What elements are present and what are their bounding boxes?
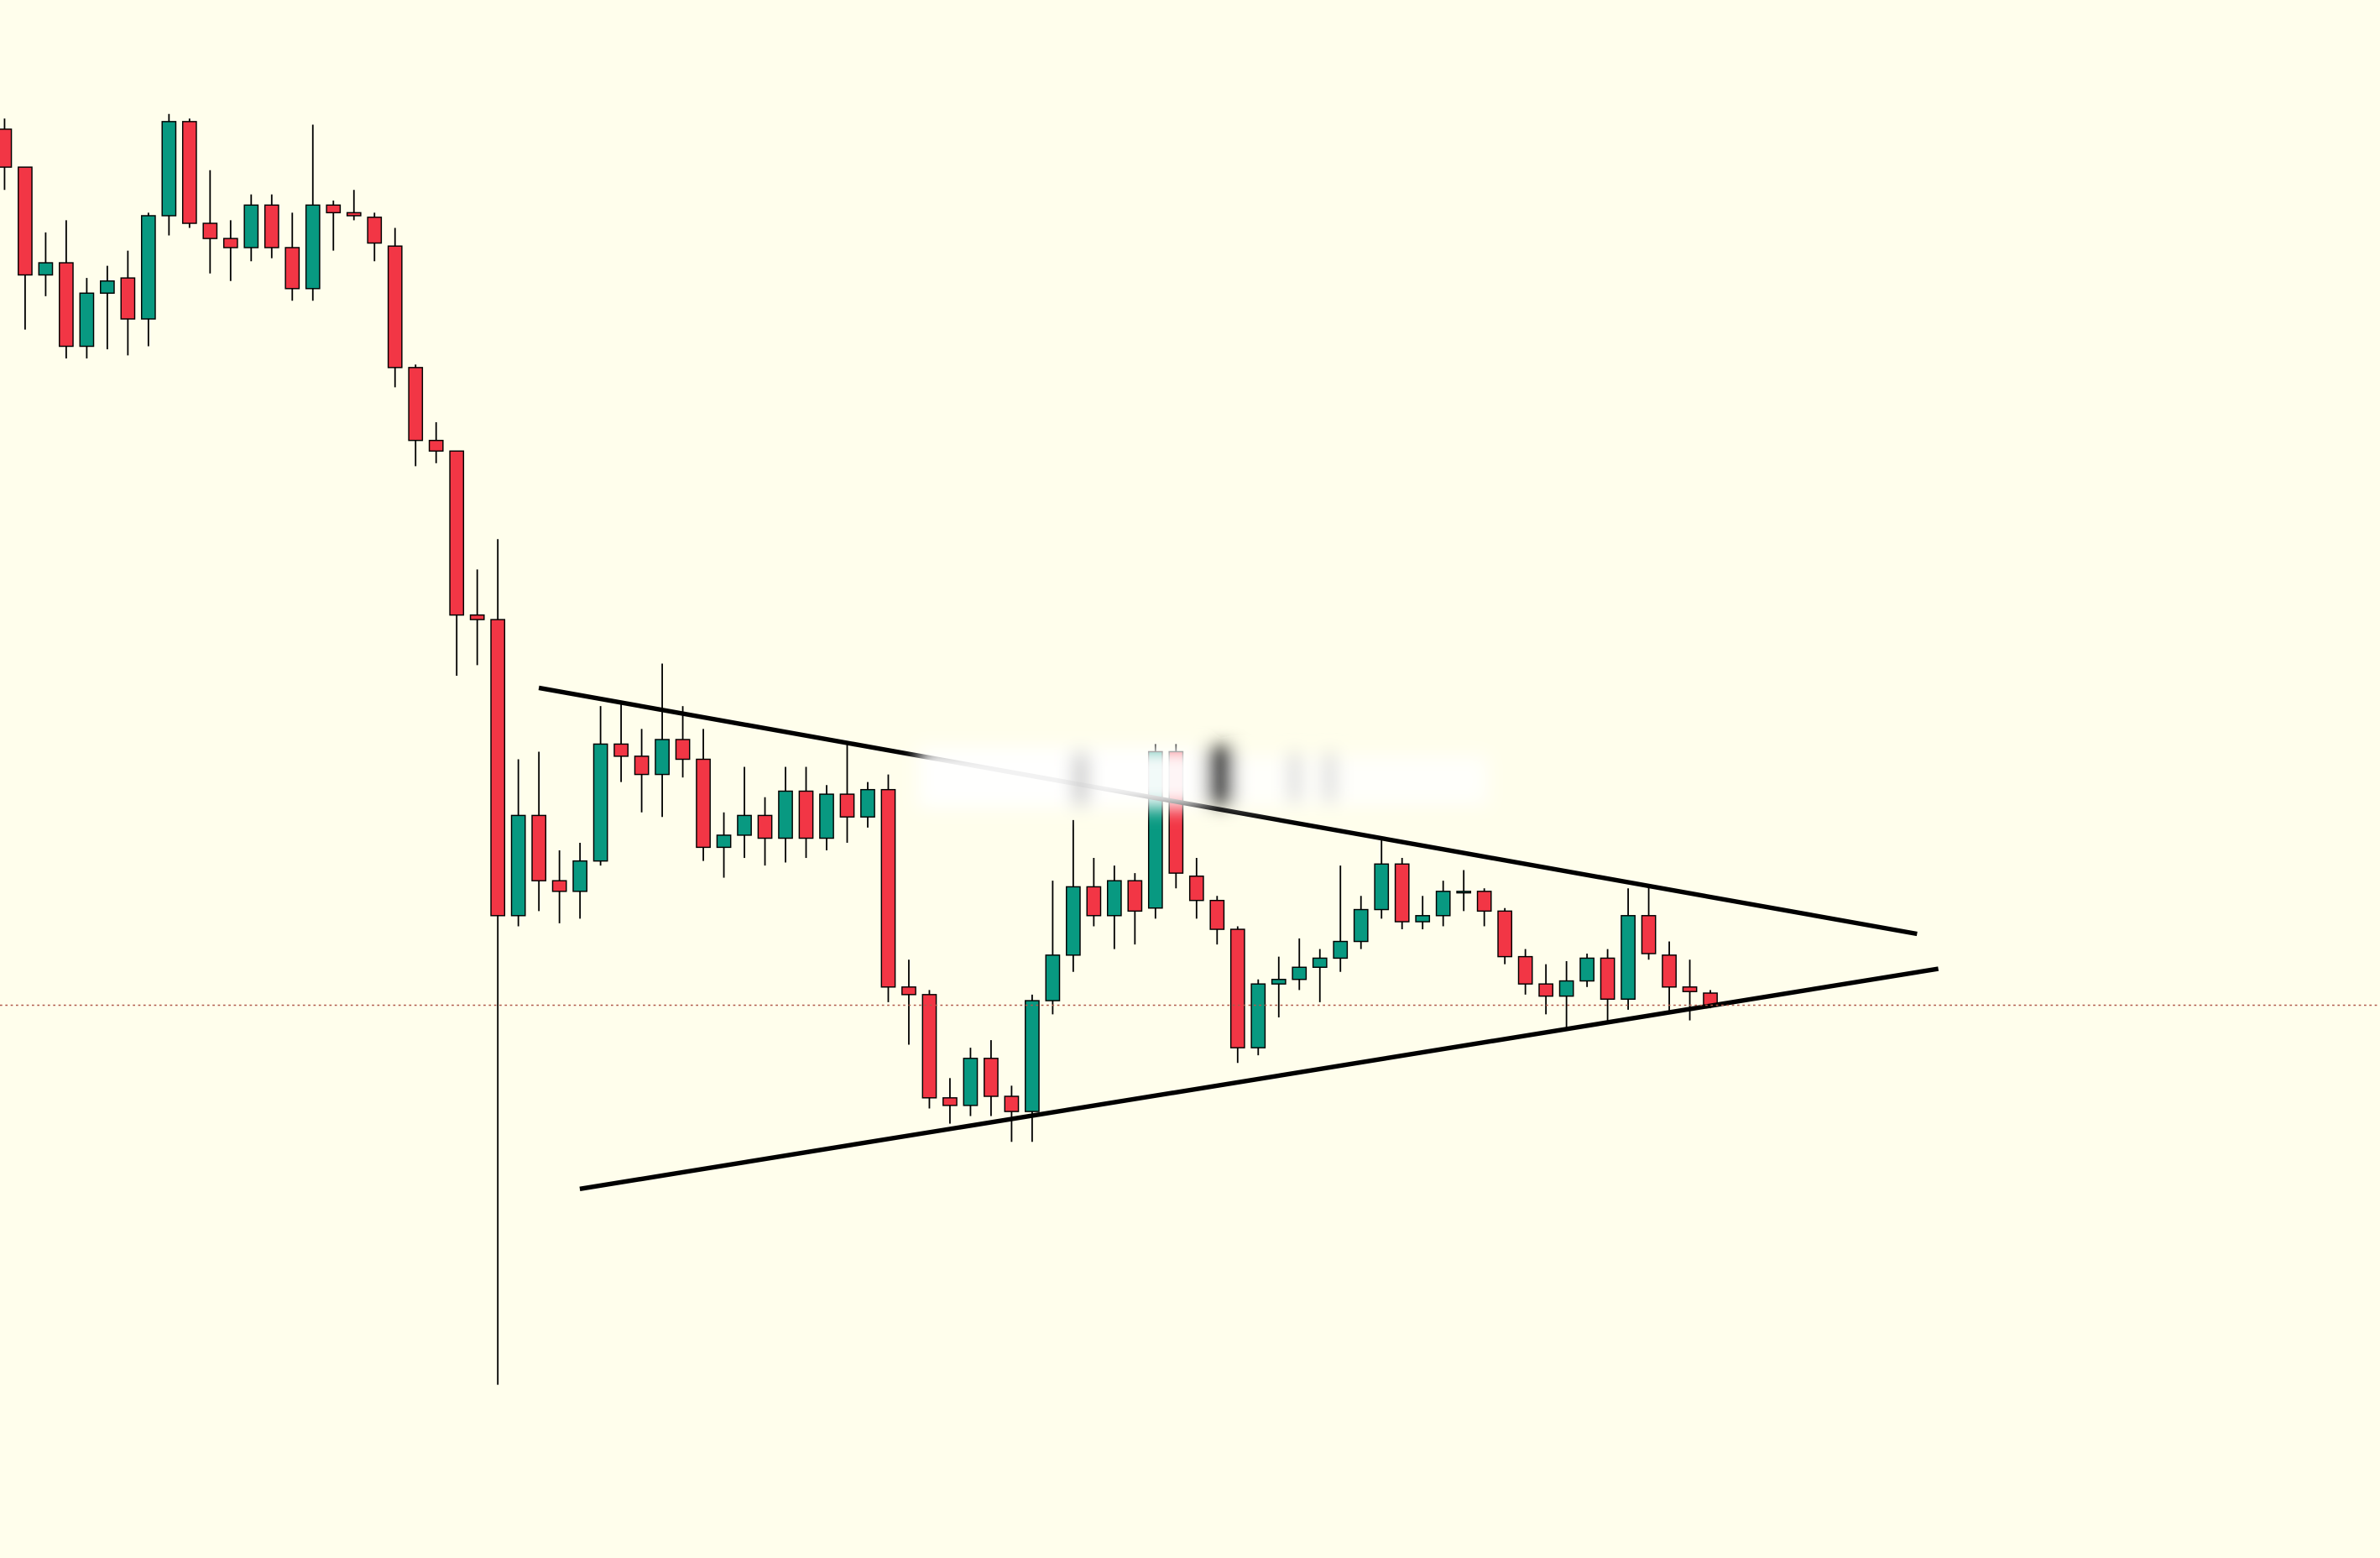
- candle-body: [757, 814, 773, 839]
- candle-body: [675, 739, 691, 761]
- candle-body: [202, 222, 218, 239]
- candle-body: [367, 217, 383, 244]
- watermark-glyph: [1290, 753, 1300, 803]
- candle-body: [1579, 957, 1594, 982]
- candle-body: [469, 614, 485, 620]
- candle-body: [100, 280, 115, 294]
- candle-body: [1127, 880, 1143, 912]
- candle-body: [1292, 966, 1307, 980]
- candle-body: [572, 860, 587, 892]
- candle-body: [860, 788, 875, 818]
- candle-body: [408, 367, 424, 442]
- candle-body: [798, 790, 814, 839]
- candle-body: [839, 793, 855, 818]
- candle-body: [1600, 957, 1615, 1000]
- candle-body: [778, 790, 793, 839]
- candle-body: [592, 743, 608, 862]
- candle-body: [264, 204, 279, 248]
- candle-body: [696, 758, 711, 849]
- candle-body: [737, 814, 752, 836]
- candle-body: [1271, 979, 1287, 985]
- watermark-glyph: [1208, 747, 1233, 805]
- candle-body: [428, 439, 444, 452]
- candle-body: [1066, 886, 1081, 956]
- watermark-band: [918, 747, 1199, 808]
- candle-body: [1476, 891, 1492, 912]
- candle-body: [1312, 957, 1328, 968]
- upper-trendline: [538, 685, 1918, 937]
- candle-body: [531, 814, 547, 881]
- candle-body: [1682, 986, 1698, 992]
- candle-body: [963, 1058, 979, 1106]
- watermark-glyph: [1074, 753, 1088, 805]
- candle-body: [1004, 1095, 1020, 1112]
- candle-body: [243, 204, 259, 248]
- candle-body: [984, 1058, 999, 1097]
- candle-body: [921, 994, 937, 1099]
- candle-body: [901, 986, 916, 996]
- candle-body: [1394, 863, 1410, 923]
- candle-body: [305, 204, 321, 290]
- candle-body: [716, 834, 732, 849]
- candle-body: [284, 247, 300, 290]
- candle-body: [1209, 899, 1225, 930]
- candle-body: [1025, 1000, 1040, 1112]
- candle-body: [79, 292, 95, 348]
- candle-body: [387, 245, 403, 369]
- candle-body: [120, 277, 136, 320]
- candle-body: [1415, 915, 1431, 923]
- candle-body: [1662, 954, 1677, 988]
- candle-body: [38, 262, 54, 276]
- candle-body: [1188, 876, 1204, 902]
- candle-body: [1641, 915, 1657, 954]
- candle-body: [18, 166, 33, 276]
- candle-body: [449, 450, 465, 616]
- watermark: [918, 747, 1488, 808]
- candle-body: [655, 739, 670, 776]
- candle-body: [942, 1097, 958, 1106]
- candle-body: [326, 204, 342, 214]
- candle-body: [634, 755, 650, 776]
- candle-body: [551, 880, 567, 892]
- candle-body: [1374, 863, 1390, 911]
- candle-body: [1250, 983, 1266, 1048]
- watermark-glyph: [1324, 753, 1334, 803]
- candle-body: [0, 128, 13, 168]
- candle-body: [346, 212, 362, 217]
- candle-body: [1558, 980, 1574, 997]
- candle-body: [181, 121, 197, 224]
- candle-body: [1106, 880, 1122, 917]
- candle-body: [1435, 891, 1451, 917]
- candle-body: [613, 743, 629, 757]
- candle-body: [1353, 908, 1369, 943]
- candle-body: [161, 121, 177, 217]
- candle-body: [1517, 955, 1533, 985]
- candle-body: [222, 238, 238, 248]
- candle-body: [1086, 886, 1102, 917]
- candle-body: [59, 262, 74, 348]
- candle-body: [1229, 928, 1245, 1048]
- candle-body: [510, 814, 526, 917]
- candle-body: [1538, 983, 1553, 997]
- candle-body: [819, 793, 834, 839]
- candle-body: [880, 788, 896, 988]
- candle-body: [140, 215, 156, 320]
- candle-body: [490, 619, 506, 917]
- candle-body: [1456, 891, 1472, 894]
- watermark-band: [1198, 755, 1488, 805]
- candle-body: [1045, 954, 1061, 1001]
- candle-body: [1333, 940, 1349, 959]
- candle-body: [1621, 915, 1636, 1000]
- candle-body: [1497, 910, 1513, 958]
